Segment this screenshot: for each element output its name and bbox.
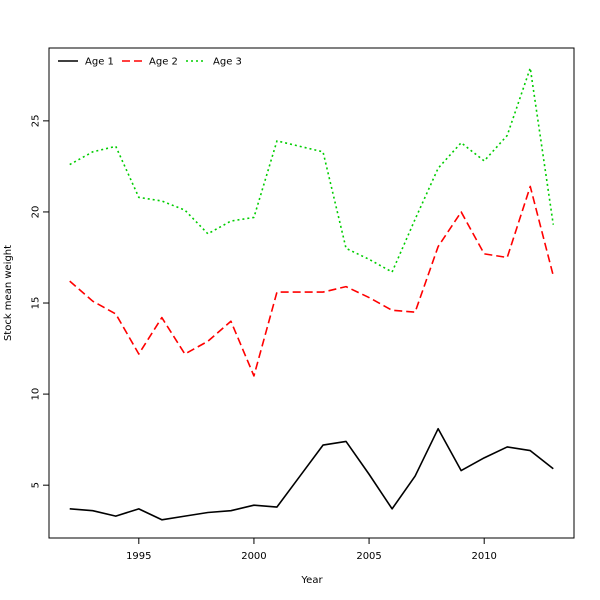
y-axis-title: Stock mean weight [3,245,14,341]
legend-label: Age 2 [149,57,178,68]
legend-label: Age 1 [85,57,114,68]
series-layer [69,67,555,521]
plot-frame [48,47,575,539]
series-line-age-1 [69,427,554,521]
y-axis: 5 10 15 20 25 [31,114,49,488]
y-tick-label: 5 [31,482,42,488]
x-tick-label: 1995 [126,551,151,562]
x-tick-label: 2005 [356,551,381,562]
y-tick-label: 10 [31,388,42,401]
x-axis-title: Year [300,575,323,586]
y-tick-label: 25 [31,114,42,127]
x-tick-label: 2000 [241,551,266,562]
series-line-age-3 [69,67,555,273]
x-tick-label: 2010 [471,551,496,562]
x-axis: 1995 2000 2005 2010 [126,538,497,562]
series-line-age-2 [69,185,555,377]
y-tick-label: 20 [31,206,42,219]
legend: Age 1 Age 2 Age 3 [58,57,242,68]
legend-label: Age 3 [213,57,242,68]
y-tick-label: 15 [31,297,42,310]
